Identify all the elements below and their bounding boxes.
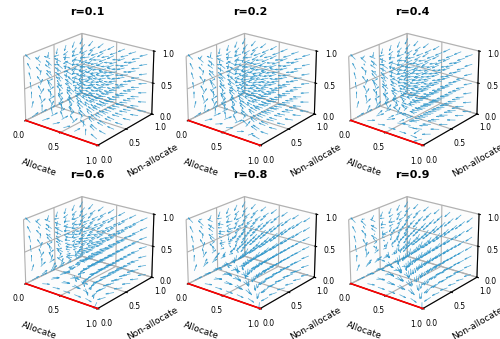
- Title: r=0.8: r=0.8: [233, 170, 267, 180]
- Y-axis label: Non-allocate: Non-allocate: [288, 142, 343, 179]
- Title: r=0.1: r=0.1: [70, 7, 104, 17]
- Title: r=0.4: r=0.4: [396, 7, 430, 17]
- X-axis label: Allocate: Allocate: [182, 157, 220, 178]
- Y-axis label: Non-allocate: Non-allocate: [288, 306, 343, 339]
- Y-axis label: Non-allocate: Non-allocate: [451, 306, 500, 339]
- X-axis label: Allocate: Allocate: [345, 157, 383, 178]
- Y-axis label: Non-allocate: Non-allocate: [126, 142, 180, 179]
- X-axis label: Allocate: Allocate: [20, 157, 58, 178]
- X-axis label: Allocate: Allocate: [20, 320, 58, 339]
- Title: r=0.9: r=0.9: [396, 170, 430, 180]
- Y-axis label: Non-allocate: Non-allocate: [451, 142, 500, 179]
- X-axis label: Allocate: Allocate: [182, 320, 220, 339]
- Title: r=0.2: r=0.2: [233, 7, 267, 17]
- Title: r=0.6: r=0.6: [70, 170, 104, 180]
- Y-axis label: Non-allocate: Non-allocate: [126, 306, 180, 339]
- X-axis label: Allocate: Allocate: [345, 320, 383, 339]
